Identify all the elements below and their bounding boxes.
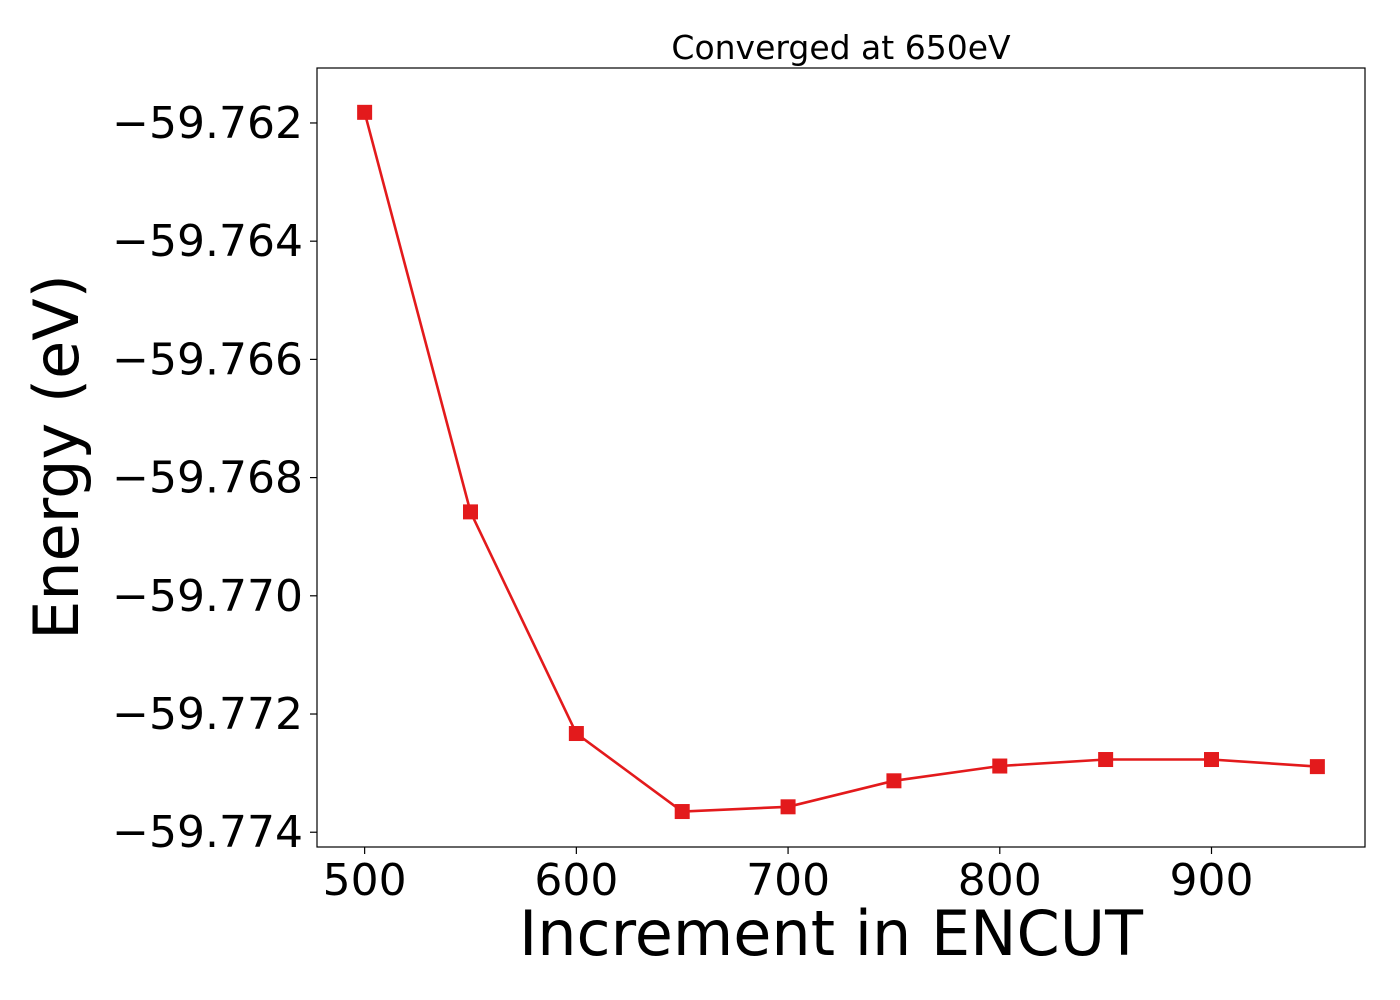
series-line — [363, 111, 1318, 813]
data-point — [568, 726, 584, 742]
y-tick-label: −59.768 — [112, 453, 303, 504]
data-point — [357, 104, 373, 120]
x-axis: 500 600 700 800 900 — [323, 847, 1254, 906]
x-tick-label: 700 — [746, 855, 830, 906]
chart-title: Converged at 650eV — [671, 28, 1011, 67]
data-point — [1204, 752, 1220, 768]
data-point — [462, 504, 478, 520]
x-tick-label: 800 — [958, 855, 1042, 906]
data-point — [992, 758, 1008, 774]
x-tick-label: 900 — [1170, 855, 1254, 906]
y-tick-label: −59.774 — [112, 807, 303, 858]
y-axis-label: Energy (eV) — [20, 274, 93, 640]
data-point — [780, 799, 796, 815]
data-point — [1098, 752, 1114, 768]
y-tick-label: −59.766 — [112, 334, 303, 385]
x-tick-label: 600 — [534, 855, 618, 906]
x-axis-label: Increment in ENCUT — [519, 897, 1144, 970]
plot-frame — [316, 67, 1366, 848]
y-tick-label: −59.764 — [112, 216, 303, 267]
data-point — [1309, 759, 1325, 775]
y-tick-label: −59.770 — [112, 571, 303, 622]
y-tick-label: −59.762 — [112, 98, 303, 149]
y-tick-label: −59.772 — [112, 689, 303, 740]
y-axis: −59.762 −59.764 −59.766 −59.768 −59.770 −59.7… — [112, 98, 317, 858]
series-layer — [357, 104, 1325, 820]
data-point — [886, 773, 902, 789]
data-point — [674, 804, 690, 820]
x-tick-label: 500 — [323, 855, 407, 906]
